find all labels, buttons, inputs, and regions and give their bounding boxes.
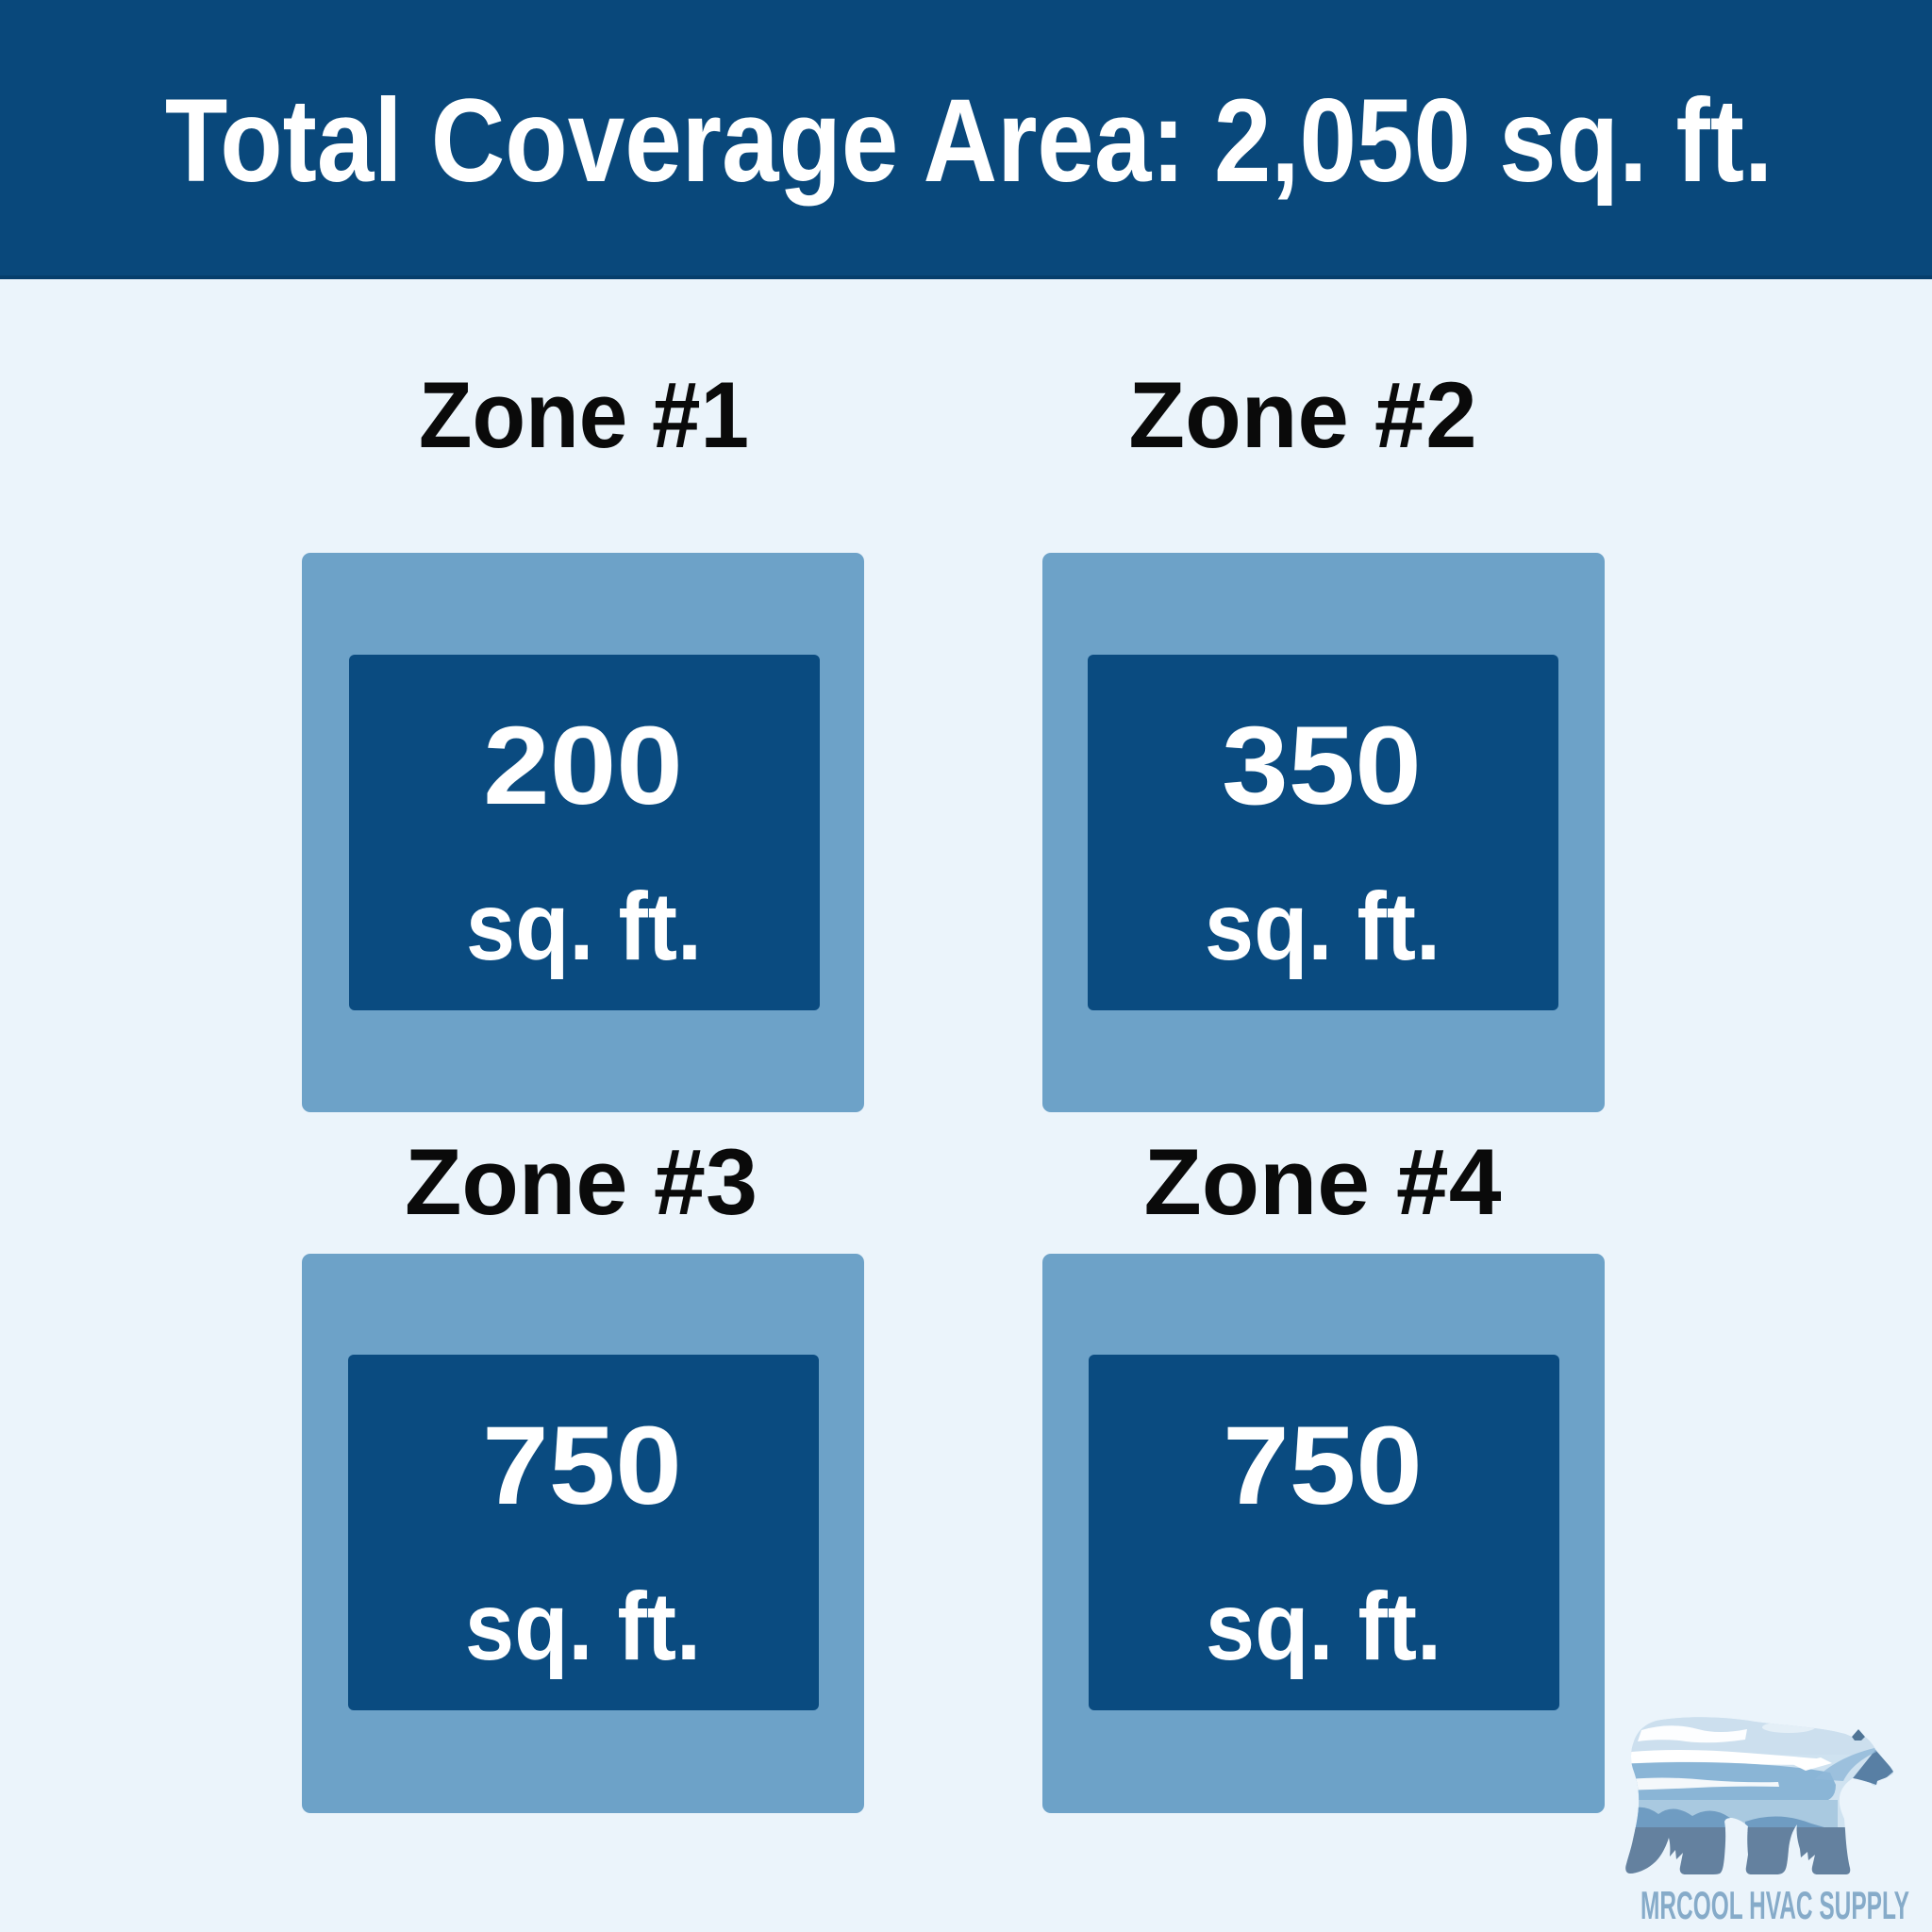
svg-text:MRCOOL HVAC SUPPLY: MRCOOL HVAC SUPPLY xyxy=(1641,1883,1909,1927)
